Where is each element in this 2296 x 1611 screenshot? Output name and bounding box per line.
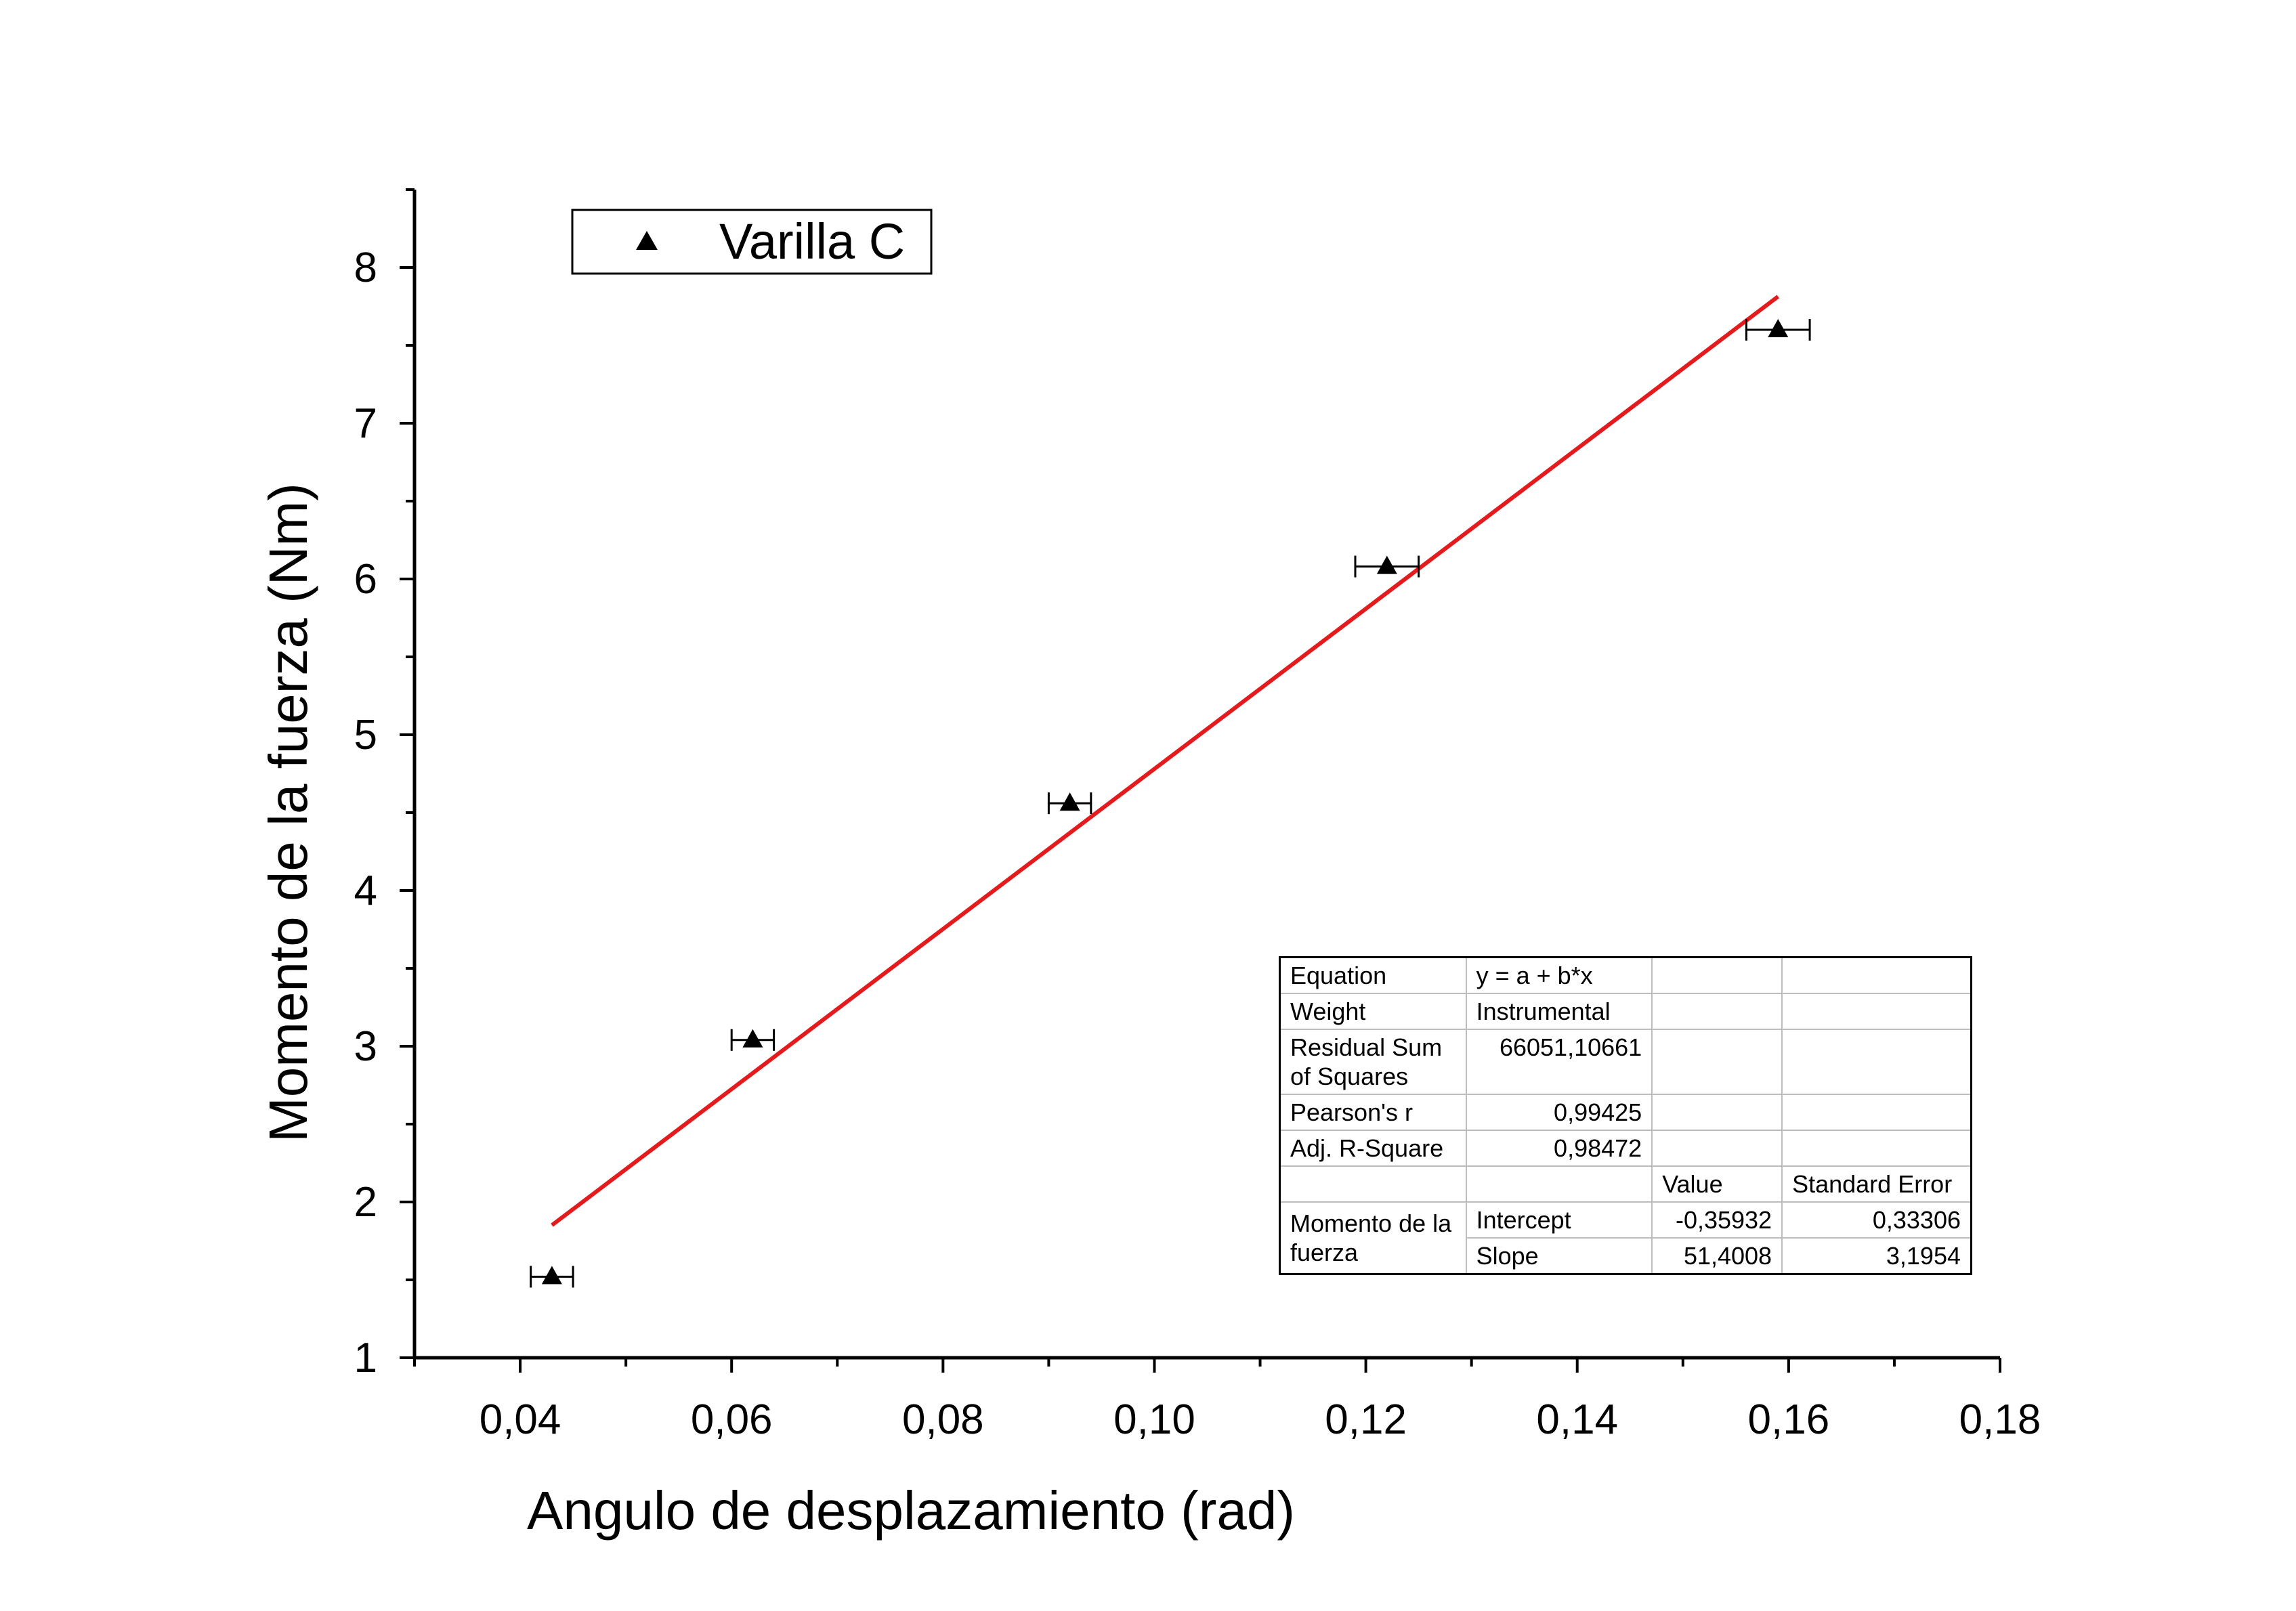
x-tick-label: 0,16 (1748, 1396, 1830, 1443)
empty-cell (1651, 956, 1783, 994)
table-row: Residual Sum of Squares 66051,10661 (1279, 1029, 1972, 1095)
data-point (1768, 319, 1789, 337)
adjr2-value: 0,98472 (1465, 1130, 1653, 1167)
y-tick-label: 5 (354, 712, 377, 758)
legend-marker-triangle-icon (636, 231, 658, 250)
table-row: Momento de la fuerza Intercept -0,35932 0… (1279, 1201, 1972, 1275)
fit-line (551, 295, 1780, 1227)
empty-cell (1781, 1094, 1972, 1131)
equation-label: Equation (1279, 956, 1467, 994)
equation-value: y = a + b*x (1465, 956, 1653, 994)
fit-layer (551, 295, 1780, 1227)
data-point (1376, 555, 1397, 574)
group-label: Momento de la fuerza (1279, 1201, 1467, 1275)
data-point (742, 1029, 763, 1048)
x-axis-title: Angulo de desplazamiento (rad) (527, 1480, 1295, 1541)
data-point (1059, 792, 1080, 811)
intercept-value: -0,35932 (1651, 1201, 1783, 1239)
x-tick-label: 0,10 (1113, 1396, 1195, 1443)
adjr2-label: Adj. R-Square (1279, 1130, 1467, 1167)
rss-label-line2: of Squares (1290, 1062, 1409, 1090)
legend-box (571, 209, 933, 275)
weight-value: Instrumental (1465, 993, 1653, 1030)
points-layer (530, 319, 1811, 1288)
empty-cell (1465, 1165, 1653, 1203)
empty-cell (1781, 1130, 1972, 1167)
group-label-line1: Momento de la (1290, 1209, 1452, 1237)
y-tick-label: 7 (354, 400, 377, 447)
y-tick-label: 6 (354, 556, 377, 603)
rss-value: 66051,10661 (1465, 1029, 1653, 1095)
x-tick-label: 0,14 (1536, 1396, 1618, 1443)
pearson-value: 0,99425 (1465, 1094, 1653, 1131)
empty-cell (1651, 1094, 1783, 1131)
pearson-label: Pearson's r (1279, 1094, 1467, 1131)
slope-label: Slope (1465, 1237, 1653, 1275)
axes: 0,04 0,06 0,08 0,10 0,12 0,14 0,16 0,18 1 2 3 4 5 6 7 8 (354, 188, 2041, 1443)
fit-results-table: Equation y = a + b*x Weight Instrumental… (1279, 956, 1972, 1275)
slope-se: 3,1954 (1781, 1237, 1972, 1275)
table-row: Slope 51,4008 3,1954 (1280, 1237, 1972, 1275)
empty-cell (1781, 993, 1972, 1030)
x-tick-label: 0,04 (480, 1396, 561, 1443)
y-tick-label: 3 (354, 1023, 377, 1070)
empty-cell (1781, 956, 1972, 994)
x-tick-label: 0,06 (691, 1396, 773, 1443)
x-tick-label: 0,18 (1959, 1396, 2041, 1443)
intercept-se: 0,33306 (1781, 1201, 1972, 1239)
x-tick-label: 0,08 (902, 1396, 984, 1443)
empty-cell (1651, 993, 1783, 1030)
table-row: Weight Instrumental (1279, 993, 1972, 1030)
empty-cell (1651, 1130, 1783, 1167)
data-point (541, 1266, 562, 1285)
y-axis-title: Momento de la fuerza (Nm) (258, 483, 318, 1142)
legend: Varilla C (571, 209, 933, 275)
rss-label-line1: Residual Sum (1290, 1033, 1443, 1061)
table-row: Pearson's r 0,99425 (1279, 1094, 1972, 1131)
table-row: Equation y = a + b*x (1279, 956, 1972, 994)
y-tick-label: 8 (354, 244, 377, 291)
legend-label: Varilla C (719, 213, 905, 270)
y-tick-label: 4 (354, 867, 377, 914)
group-label-line2: fuerza (1290, 1239, 1359, 1266)
se-header: Standard Error (1781, 1165, 1972, 1203)
empty-cell (1279, 1165, 1467, 1203)
table-row: Value Standard Error (1279, 1165, 1972, 1203)
y-tick-label: 2 (354, 1179, 377, 1226)
y-tick-label: 1 (354, 1335, 377, 1381)
x-tick-label: 0,12 (1325, 1396, 1407, 1443)
slope-value: 51,4008 (1651, 1237, 1783, 1275)
empty-cell (1781, 1029, 1972, 1095)
intercept-label: Intercept (1465, 1201, 1653, 1239)
value-header: Value (1651, 1165, 1783, 1203)
weight-label: Weight (1279, 993, 1467, 1030)
table-row: Adj. R-Square 0,98472 (1279, 1130, 1972, 1167)
rss-label: Residual Sum of Squares (1279, 1029, 1467, 1095)
empty-cell (1651, 1029, 1783, 1095)
